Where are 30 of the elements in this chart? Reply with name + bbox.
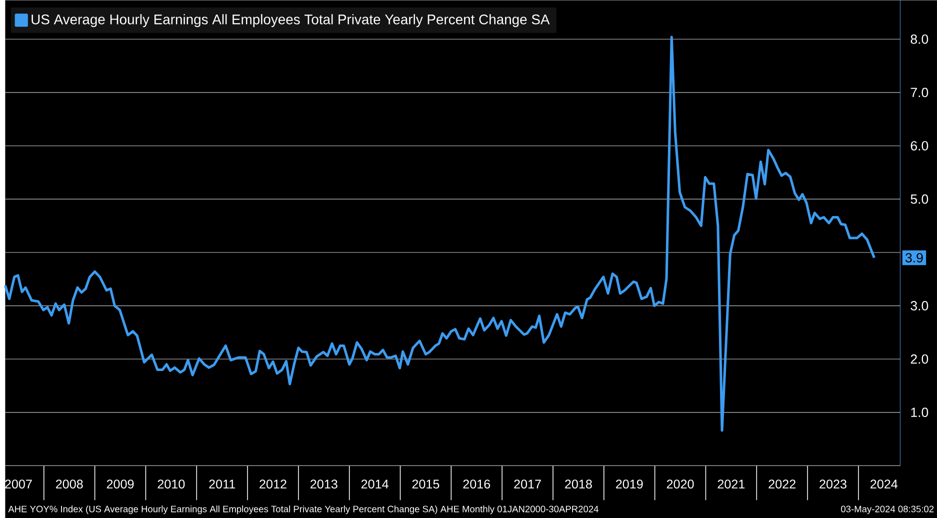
text: AHE YOY% Index (US Average Hourly Earnings All Employees Total Private Yearly Percent Change SA) AHE Monthly 01JAN2000-30APR2024 [8, 505, 598, 514]
x-tick-label: 2020 [666, 479, 694, 488]
line-series [4, 36, 876, 432]
y-tick-label: 1.0 [911, 407, 928, 417]
x-tick-label: 2016 [463, 479, 490, 488]
x-tick-label: 2014 [361, 479, 388, 488]
y-tick-label: 3.0 [910, 300, 928, 310]
x-tick-label: 2021 [718, 479, 745, 488]
x-tick-label: 2007 [5, 479, 32, 488]
x-tick-label: 2017 [514, 479, 541, 488]
legend-label: US Average Hourly Earnings All Employees Total Private Yearly Percent Change SA [32, 14, 550, 27]
x-tick-label: 2011 [209, 479, 235, 488]
x-tick-label: 2012 [260, 479, 286, 488]
y-tick-label: 8.0 [910, 34, 928, 44]
x-tick-label: 2024 [870, 479, 898, 488]
text: 03-May-2024 08:35:02 [841, 506, 934, 514]
x-tick-label: 2023 [820, 479, 846, 488]
y-tick-label: 2.0 [910, 354, 928, 364]
x-tick-label: 2008 [56, 479, 83, 488]
x-tick-label: 2010 [158, 479, 185, 488]
y-tick-label: 6.0 [910, 140, 928, 150]
x-tick-label: 2018 [565, 479, 592, 488]
annotation: 3.9 [905, 252, 923, 262]
x-tick-label: 2019 [616, 479, 643, 488]
x-tick-label: 2009 [106, 479, 134, 488]
x-tick-label: 2013 [310, 479, 338, 488]
y-tick-label: 7.0 [910, 88, 928, 97]
x-tick-label: 2015 [412, 479, 440, 488]
y-tick-label: 5.0 [910, 194, 928, 204]
x-tick-label: 2022 [768, 479, 796, 488]
